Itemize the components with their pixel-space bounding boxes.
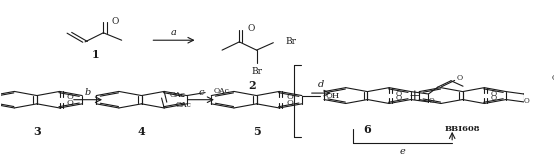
Text: BBI608: BBI608 [445, 125, 480, 133]
Text: O: O [66, 99, 74, 107]
Text: e: e [399, 147, 406, 156]
Text: 5: 5 [253, 126, 260, 137]
Text: b: b [85, 88, 91, 97]
Text: O: O [286, 93, 293, 101]
Text: Br: Br [251, 67, 262, 76]
Text: O: O [491, 94, 497, 101]
Text: O: O [457, 74, 463, 82]
Text: O: O [552, 74, 554, 82]
Text: O: O [66, 93, 74, 101]
Text: O: O [524, 97, 530, 105]
Text: 4: 4 [137, 126, 145, 137]
Text: OAc: OAc [170, 91, 185, 99]
Text: O: O [429, 97, 434, 105]
Text: OAc: OAc [176, 101, 192, 109]
Text: a: a [171, 28, 177, 37]
Text: Br: Br [285, 37, 296, 46]
Text: c: c [198, 88, 204, 97]
Text: 3: 3 [33, 126, 41, 137]
Text: OAc: OAc [213, 87, 229, 95]
Text: O: O [491, 90, 497, 98]
Text: d: d [318, 80, 324, 89]
Text: 6: 6 [363, 124, 371, 135]
Text: +: + [409, 89, 420, 103]
Text: OH: OH [325, 92, 340, 100]
Text: O: O [247, 24, 254, 33]
Text: O: O [396, 94, 402, 101]
Text: O: O [396, 90, 402, 98]
Text: 1: 1 [92, 49, 99, 60]
Text: O: O [286, 99, 293, 107]
Text: O: O [112, 17, 119, 26]
Text: 2: 2 [249, 80, 256, 91]
